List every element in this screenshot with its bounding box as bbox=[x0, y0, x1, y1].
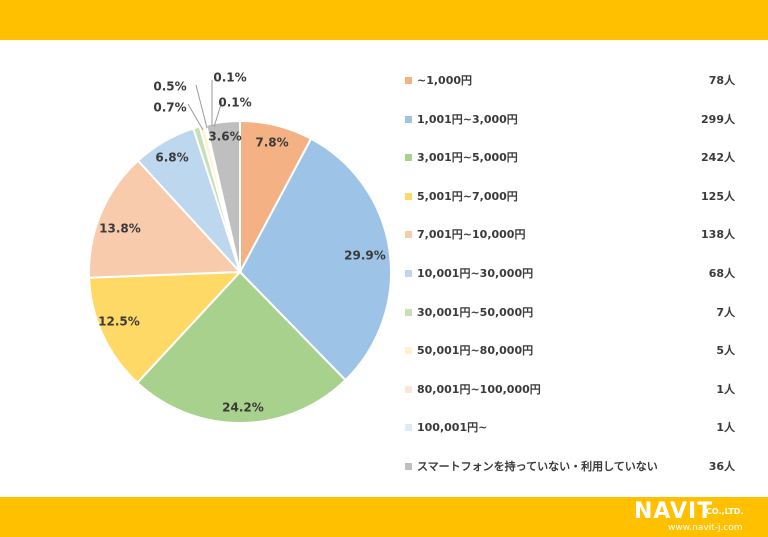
legend-swatch bbox=[405, 347, 412, 355]
legend-label: 7,001円~10,000円 bbox=[417, 228, 526, 242]
pie-slice-4 bbox=[88, 270, 243, 385]
legend-count: 125人 bbox=[701, 189, 735, 203]
legend-count: 78人 bbox=[708, 74, 735, 87]
legend-item: 5,001円~7,000円 125人 bbox=[405, 188, 745, 206]
legend-count: 7人 bbox=[716, 305, 735, 319]
legend-label: 1,001円~3,000円 bbox=[417, 112, 518, 126]
legend-item: 30,001円~50,000円 7人 bbox=[405, 304, 745, 322]
leader-line-4 bbox=[213, 100, 223, 128]
legend-label: 5,001円~7,000円 bbox=[417, 189, 518, 203]
legend-item: 100,001円~ 1人 bbox=[405, 419, 745, 437]
bottom-band bbox=[0, 497, 768, 537]
pie-slice-3 bbox=[135, 270, 347, 424]
legend-swatch bbox=[405, 115, 412, 123]
slice-label-6: 6.8% bbox=[155, 151, 188, 165]
logo-url: www.navit-j.com bbox=[668, 523, 743, 533]
legend-label: 30,001円~50,000円 bbox=[417, 305, 534, 319]
pie-slice-2 bbox=[238, 137, 392, 382]
pie-slice-5 bbox=[88, 159, 243, 279]
slice-label-10: 0.1% bbox=[218, 96, 251, 110]
legend-label: 100,001円~ bbox=[417, 421, 488, 435]
slice-label-3: 24.2% bbox=[222, 401, 264, 415]
legend-count: 242人 bbox=[701, 151, 735, 165]
legend-item: 1,001円~3,000円 299人 bbox=[405, 111, 745, 129]
leader-line-2 bbox=[195, 84, 208, 129]
slice-label-4: 12.5% bbox=[98, 315, 140, 329]
slice-label-1: 7.8% bbox=[255, 136, 288, 150]
legend-item: 7,001円~10,000円 138人 bbox=[405, 226, 745, 244]
legend-label: 3,001円~5,000円 bbox=[417, 151, 518, 165]
legend-count: 5人 bbox=[716, 344, 735, 358]
legend-label: ~1,000円 bbox=[417, 74, 473, 87]
legend-count: 36人 bbox=[708, 460, 735, 473]
slice-label-2: 29.9% bbox=[344, 249, 386, 263]
slice-label-7: 0.7% bbox=[153, 101, 186, 115]
top-band bbox=[0, 0, 768, 40]
legend-swatch bbox=[405, 270, 412, 277]
legend-item: 50,001円~80,000円 5人 bbox=[405, 342, 745, 360]
legend-count: 1人 bbox=[716, 382, 735, 396]
legend-count: 138人 bbox=[701, 228, 735, 242]
legend-item: 10,001円~30,000円 68人 bbox=[405, 265, 745, 283]
leader-line-1 bbox=[187, 103, 204, 131]
legend-label: 10,001円~30,000円 bbox=[417, 267, 534, 280]
legend-count: 68人 bbox=[708, 267, 735, 280]
legend-item: 3,001円~5,000円 242人 bbox=[405, 149, 745, 167]
legend-count: 1人 bbox=[716, 421, 735, 435]
slice-label-5: 13.8% bbox=[99, 222, 141, 236]
slice-label-11: 3.6% bbox=[208, 130, 241, 144]
legend-swatch bbox=[405, 231, 412, 239]
legend-label: スマートフォンを持っていない・利用していない bbox=[417, 460, 658, 473]
legend-swatch bbox=[405, 77, 412, 84]
legend-count: 299人 bbox=[701, 112, 735, 126]
logo-suffix: CO.,LTD. bbox=[706, 507, 744, 516]
legend-label: 50,001円~80,000円 bbox=[417, 344, 534, 358]
logo-name: NAVIT bbox=[634, 499, 714, 524]
legend-swatch bbox=[405, 192, 412, 200]
slice-label-8: 0.5% bbox=[153, 80, 186, 94]
legend-item: 80,001円~100,000円 1人 bbox=[405, 381, 745, 399]
legend-swatch bbox=[405, 424, 412, 432]
slice-label-9: 0.1% bbox=[213, 71, 246, 85]
navit-logo: NAVIT CO.,LTD. www.navit-j.com bbox=[634, 499, 764, 535]
legend-swatch bbox=[405, 463, 412, 470]
legend-swatch bbox=[405, 385, 412, 393]
pie-chart: 7.8% 29.9% 24.2% 12.5% 13.8% 6.8% 0.7% 0.5% 0.1%… bbox=[88, 71, 392, 424]
legend-swatch bbox=[405, 308, 412, 316]
legend-item: スマートフォンを持っていない・利用していない 36人 bbox=[405, 458, 745, 476]
legend-label: 80,001円~100,000円 bbox=[417, 382, 541, 396]
legend-item: ~1,000円 78人 bbox=[405, 72, 745, 90]
legend-swatch bbox=[405, 154, 412, 162]
